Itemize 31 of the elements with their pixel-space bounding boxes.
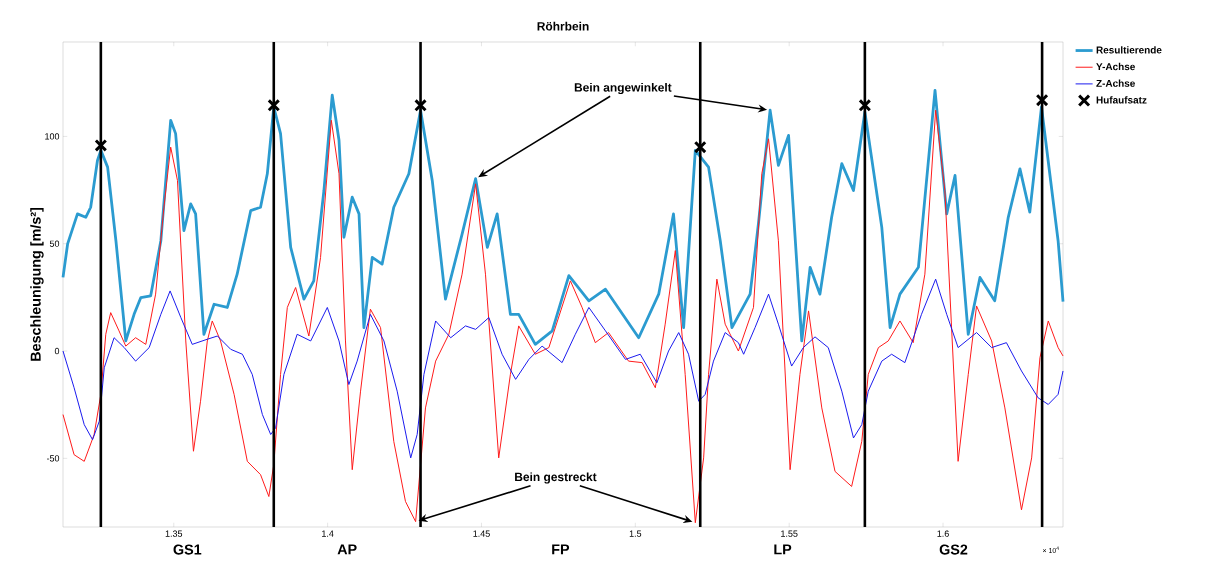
text: GS2 — [939, 544, 968, 555]
line-series — [62, 278, 1064, 459]
text: AP — [337, 544, 357, 555]
y-tick-label: 100 — [45, 133, 60, 140]
point — [858, 98, 872, 112]
x-tick-label: 1.5 — [629, 530, 642, 537]
x-tick-label: 1.6 — [937, 530, 949, 537]
point — [414, 98, 427, 112]
point — [693, 140, 707, 154]
legend-label: Resultierende — [1096, 46, 1162, 54]
y-tick-label: -50 — [46, 455, 60, 462]
legend-label: Z-Achse — [1096, 79, 1135, 87]
chart-title: Röhrbein — [537, 21, 589, 31]
point — [1035, 93, 1049, 107]
text: FP — [552, 544, 570, 555]
point — [267, 98, 281, 112]
text: LP — [774, 544, 792, 555]
x-tick-label: 1.4 — [322, 530, 334, 537]
x-tick-label: 1.35 — [165, 530, 183, 537]
y-axis-title: Beschleunigung [m/s²] — [30, 208, 44, 361]
y-tick-label: 0 — [54, 347, 60, 355]
x-tick-label: 1.45 — [473, 530, 490, 537]
legend-label: Hufaufsatz — [1096, 96, 1147, 104]
legend-label: Y-Achse — [1096, 62, 1135, 71]
x-tick-label: 1.55 — [781, 530, 798, 537]
text: GS1 — [173, 544, 202, 555]
annotation: Bein angewinkelt — [574, 82, 672, 95]
point — [94, 139, 108, 152]
annotation: Bein gestreckt — [515, 472, 597, 484]
y-tick-label: 50 — [49, 240, 60, 247]
line-series — [62, 109, 1064, 524]
